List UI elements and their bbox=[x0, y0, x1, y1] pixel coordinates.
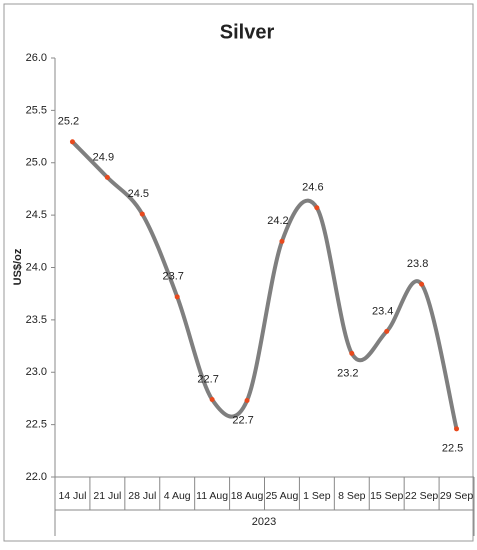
data-label: 23.8 bbox=[407, 258, 428, 270]
y-tick-label: 25.5 bbox=[26, 104, 47, 116]
data-label: 22.5 bbox=[442, 443, 463, 455]
data-point bbox=[279, 238, 285, 244]
x-tick-label: 11 Aug bbox=[196, 490, 228, 502]
y-tick-label: 23.5 bbox=[26, 314, 47, 326]
data-label: 23.4 bbox=[372, 305, 393, 317]
x-tick-label: 1 Sep bbox=[303, 490, 331, 502]
chart-title: Silver bbox=[220, 21, 275, 43]
y-tick-label: 22.5 bbox=[26, 419, 47, 431]
data-label: 23.7 bbox=[162, 271, 183, 283]
y-tick-label: 25.0 bbox=[26, 157, 47, 169]
data-point bbox=[104, 174, 110, 180]
data-point bbox=[419, 281, 425, 287]
x-tick-label: 25 Aug bbox=[266, 490, 299, 502]
data-point bbox=[384, 328, 390, 334]
x-tick-label: 14 Jul bbox=[58, 490, 86, 502]
data-point bbox=[139, 211, 145, 217]
data-label: 25.2 bbox=[58, 116, 79, 128]
chart-frame bbox=[3, 3, 474, 542]
y-tick-label: 22.0 bbox=[26, 471, 47, 483]
x-tick-label: 22 Sep bbox=[405, 490, 438, 502]
data-label: 22.7 bbox=[232, 414, 253, 426]
data-point bbox=[209, 396, 215, 402]
x-tick-label: 29 Sep bbox=[440, 490, 473, 502]
x-tick-label: 18 Aug bbox=[231, 490, 264, 502]
data-point bbox=[244, 398, 250, 404]
data-point bbox=[69, 139, 75, 145]
data-label: 23.2 bbox=[337, 367, 358, 379]
x-tick-label: 15 Sep bbox=[370, 490, 403, 502]
x-group-label: 2023 bbox=[252, 516, 276, 528]
data-label: 24.6 bbox=[302, 182, 323, 194]
y-tick-label: 26.0 bbox=[26, 52, 47, 64]
data-point bbox=[314, 205, 320, 211]
y-tick-label: 24.0 bbox=[26, 261, 47, 273]
data-point bbox=[349, 350, 355, 356]
x-tick-label: 8 Sep bbox=[338, 490, 366, 502]
series-line bbox=[70, 139, 459, 431]
data-label: 24.9 bbox=[93, 151, 114, 163]
data-label: 22.7 bbox=[197, 373, 218, 385]
x-tick-label: 28 Jul bbox=[128, 490, 156, 502]
x-tick-label: 4 Aug bbox=[164, 490, 191, 502]
data-label: 24.5 bbox=[128, 188, 149, 200]
data-label: 24.2 bbox=[267, 215, 288, 227]
x-tick-label: 21 Jul bbox=[93, 490, 121, 502]
y-axis-label: US$/oz bbox=[12, 248, 24, 285]
data-point bbox=[454, 426, 460, 432]
y-tick-label: 24.5 bbox=[26, 209, 47, 221]
data-point bbox=[174, 294, 180, 300]
y-tick-label: 23.0 bbox=[26, 366, 47, 378]
